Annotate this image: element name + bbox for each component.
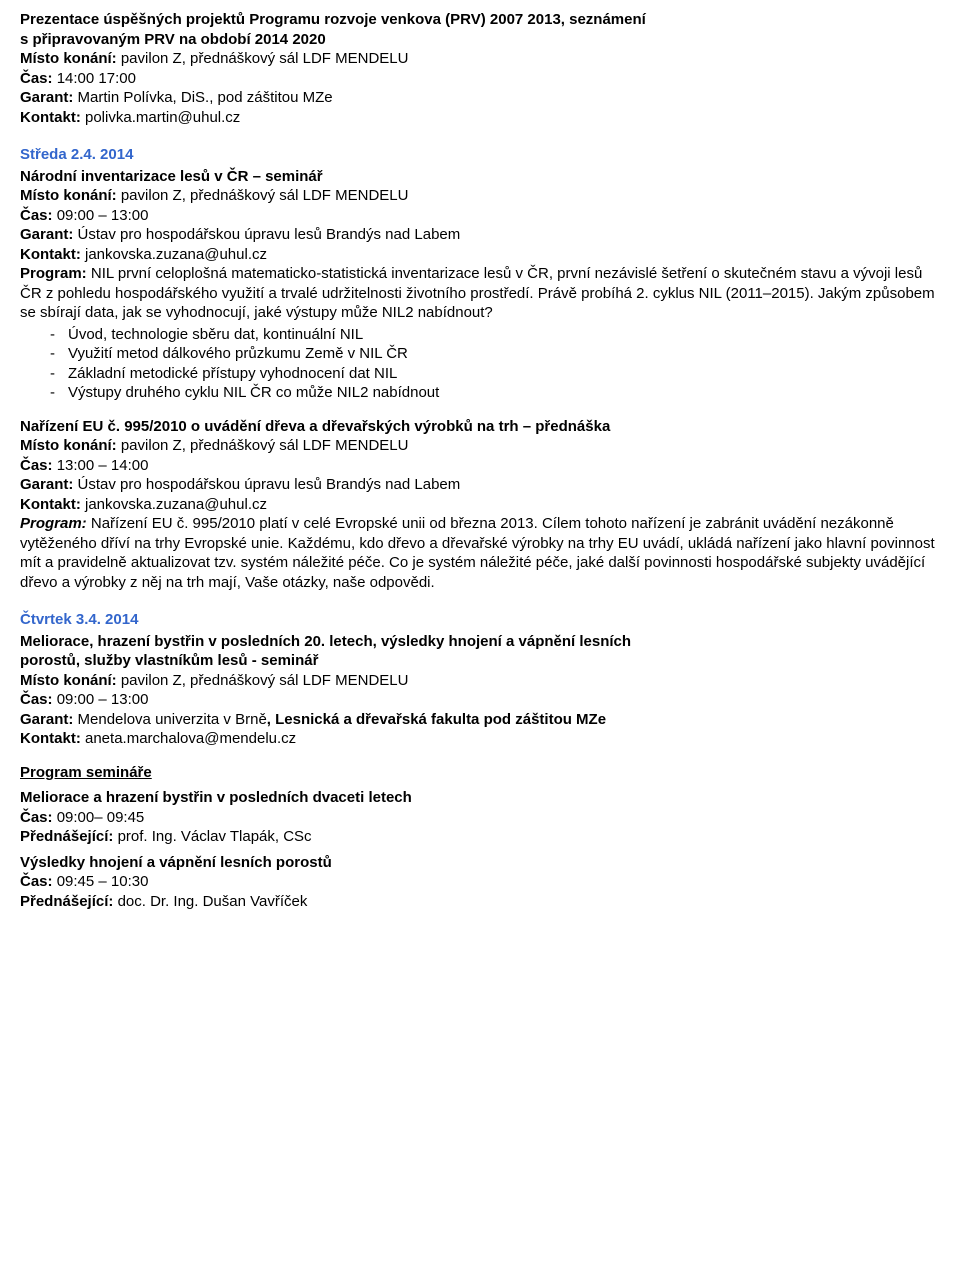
time-value: 09:00 – 13:00	[57, 691, 149, 708]
session-title: Meliorace a hrazení bystřin v posledních…	[20, 788, 940, 808]
event-title: Meliorace, hrazení bystřin v posledních …	[20, 632, 940, 652]
kontakt-line: Kontakt: jankovska.zuzana@uhul.cz	[20, 495, 940, 515]
time-line: Čas: 09:00 – 13:00	[20, 206, 940, 226]
garant-value: Ústav pro hospodářskou úpravu lesů Brand…	[78, 476, 461, 493]
document-page: Prezentace úspěšných projektů Programu r…	[0, 0, 960, 931]
bullet-item: Základní metodické přístupy vyhodnocení …	[68, 364, 940, 384]
label-venue: Místo konání:	[20, 437, 117, 454]
session-speaker: Přednášející: prof. Ing. Václav Tlapák, …	[20, 827, 940, 847]
label-time: Čas:	[20, 691, 53, 708]
time-line: Čas: 14:00 17:00	[20, 69, 940, 89]
label-time: Čas:	[20, 809, 53, 826]
garant-line: Garant: Martin Polívka, DiS., pod záštit…	[20, 88, 940, 108]
event-title: Nařízení EU č. 995/2010 o uvádění dřeva …	[20, 417, 940, 437]
kontakt-value: aneta.marchalova@mendelu.cz	[85, 730, 296, 747]
session-time: Čas: 09:00– 09:45	[20, 808, 940, 828]
kontakt-value: jankovska.zuzana@uhul.cz	[85, 246, 267, 263]
spacer	[20, 749, 940, 763]
time-value: 09:00– 09:45	[57, 809, 145, 826]
event-title-line2: porostů, služby vlastníkům lesů - seminá…	[20, 651, 940, 671]
garant-value-part2: , Lesnická a dřevařská fakulta pod zášti…	[267, 711, 606, 728]
garant-line: Garant: Ústav pro hospodářskou úpravu le…	[20, 225, 940, 245]
venue-line: Místo konání: pavilon Z, přednáškový sál…	[20, 671, 940, 691]
kontakt-value: jankovska.zuzana@uhul.cz	[85, 496, 267, 513]
label-venue: Místo konání:	[20, 187, 117, 204]
label-time: Čas:	[20, 70, 53, 87]
label-prednasejici: Přednášející:	[20, 893, 113, 910]
time-value: 14:00 17:00	[57, 70, 136, 87]
session-block-2: Výsledky hnojení a vápnění lesních poros…	[20, 853, 940, 912]
venue-value: pavilon Z, přednáškový sál LDF MENDELU	[121, 672, 409, 689]
garant-line: Garant: Mendelova univerzita v Brně, Les…	[20, 710, 940, 730]
label-time: Čas:	[20, 457, 53, 474]
event-block-1: Prezentace úspěšných projektů Programu r…	[20, 10, 940, 127]
kontakt-line: Kontakt: jankovska.zuzana@uhul.cz	[20, 245, 940, 265]
spacer	[20, 403, 940, 417]
event-block-3: Nařízení EU č. 995/2010 o uvádění dřeva …	[20, 417, 940, 593]
session-speaker: Přednášející: doc. Dr. Ing. Dušan Vavříč…	[20, 892, 940, 912]
kontakt-line: Kontakt: polivka.martin@uhul.cz	[20, 108, 940, 128]
garant-value-part1: Mendelova univerzita v Brně	[78, 711, 267, 728]
event-title: Národní inventarizace lesů v ČR – seminá…	[20, 167, 940, 187]
label-venue: Místo konání:	[20, 50, 117, 67]
speaker-value: doc. Dr. Ing. Dušan Vavříček	[118, 893, 308, 910]
venue-value: pavilon Z, přednáškový sál LDF MENDELU	[121, 437, 409, 454]
garant-value: Martin Polívka, DiS., pod záštitou MZe	[78, 89, 333, 106]
label-garant: Garant:	[20, 476, 73, 493]
label-time: Čas:	[20, 873, 53, 890]
label-kontakt: Kontakt:	[20, 109, 81, 126]
event-block-2: Národní inventarizace lesů v ČR – seminá…	[20, 167, 940, 403]
label-garant: Garant:	[20, 226, 73, 243]
kontakt-value: polivka.martin@uhul.cz	[85, 109, 240, 126]
time-value: 09:45 – 10:30	[57, 873, 149, 890]
program-line: Program: Nařízení EU č. 995/2010 platí v…	[20, 514, 940, 592]
bullet-item: Využití metod dálkového průzkumu Země v …	[68, 344, 940, 364]
program-line: Program: NIL první celoplošná matematick…	[20, 264, 940, 323]
label-kontakt: Kontakt:	[20, 246, 81, 263]
kontakt-line: Kontakt: aneta.marchalova@mendelu.cz	[20, 729, 940, 749]
label-garant: Garant:	[20, 89, 73, 106]
program-text: NIL první celoplošná matematicko-statist…	[20, 265, 935, 321]
time-value: 09:00 – 13:00	[57, 207, 149, 224]
day-heading-streda: Středa 2.4. 2014	[20, 145, 940, 165]
time-line: Čas: 13:00 – 14:00	[20, 456, 940, 476]
program-seminare-heading: Program semináře	[20, 763, 940, 783]
day-heading-ctvrtek: Čtvrtek 3.4. 2014	[20, 610, 940, 630]
event-block-4: Meliorace, hrazení bystřin v posledních …	[20, 632, 940, 749]
label-kontakt: Kontakt:	[20, 730, 81, 747]
label-prednasejici: Přednášející:	[20, 828, 113, 845]
bullet-item: Úvod, technologie sběru dat, kontinuální…	[68, 325, 940, 345]
event-title-line2: s připravovaným PRV na období 2014 2020	[20, 30, 940, 50]
label-kontakt: Kontakt:	[20, 496, 81, 513]
garant-line: Garant: Ústav pro hospodářskou úpravu le…	[20, 475, 940, 495]
label-garant: Garant:	[20, 711, 73, 728]
time-value: 13:00 – 14:00	[57, 457, 149, 474]
session-title: Výsledky hnojení a vápnění lesních poros…	[20, 853, 940, 873]
speaker-value: prof. Ing. Václav Tlapák, CSc	[118, 828, 312, 845]
venue-line: Místo konání: pavilon Z, přednáškový sál…	[20, 436, 940, 456]
label-time: Čas:	[20, 207, 53, 224]
garant-value: Ústav pro hospodářskou úpravu lesů Brand…	[78, 226, 461, 243]
venue-line: Místo konání: pavilon Z, přednáškový sál…	[20, 186, 940, 206]
program-bullets: Úvod, technologie sběru dat, kontinuální…	[20, 325, 940, 403]
venue-value: pavilon Z, přednáškový sál LDF MENDELU	[121, 187, 409, 204]
session-block-1: Meliorace a hrazení bystřin v posledních…	[20, 788, 940, 847]
venue-value: pavilon Z, přednáškový sál LDF MENDELU	[121, 50, 409, 67]
event-title: Prezentace úspěšných projektů Programu r…	[20, 10, 940, 30]
venue-line: Místo konání: pavilon Z, přednáškový sál…	[20, 49, 940, 69]
label-program: Program:	[20, 265, 87, 282]
label-venue: Místo konání:	[20, 672, 117, 689]
session-time: Čas: 09:45 – 10:30	[20, 872, 940, 892]
time-line: Čas: 09:00 – 13:00	[20, 690, 940, 710]
label-program: Program:	[20, 515, 87, 532]
bullet-item: Výstupy druhého cyklu NIL ČR co může NIL…	[68, 383, 940, 403]
program-text: Nařízení EU č. 995/2010 platí v celé Evr…	[20, 515, 935, 591]
